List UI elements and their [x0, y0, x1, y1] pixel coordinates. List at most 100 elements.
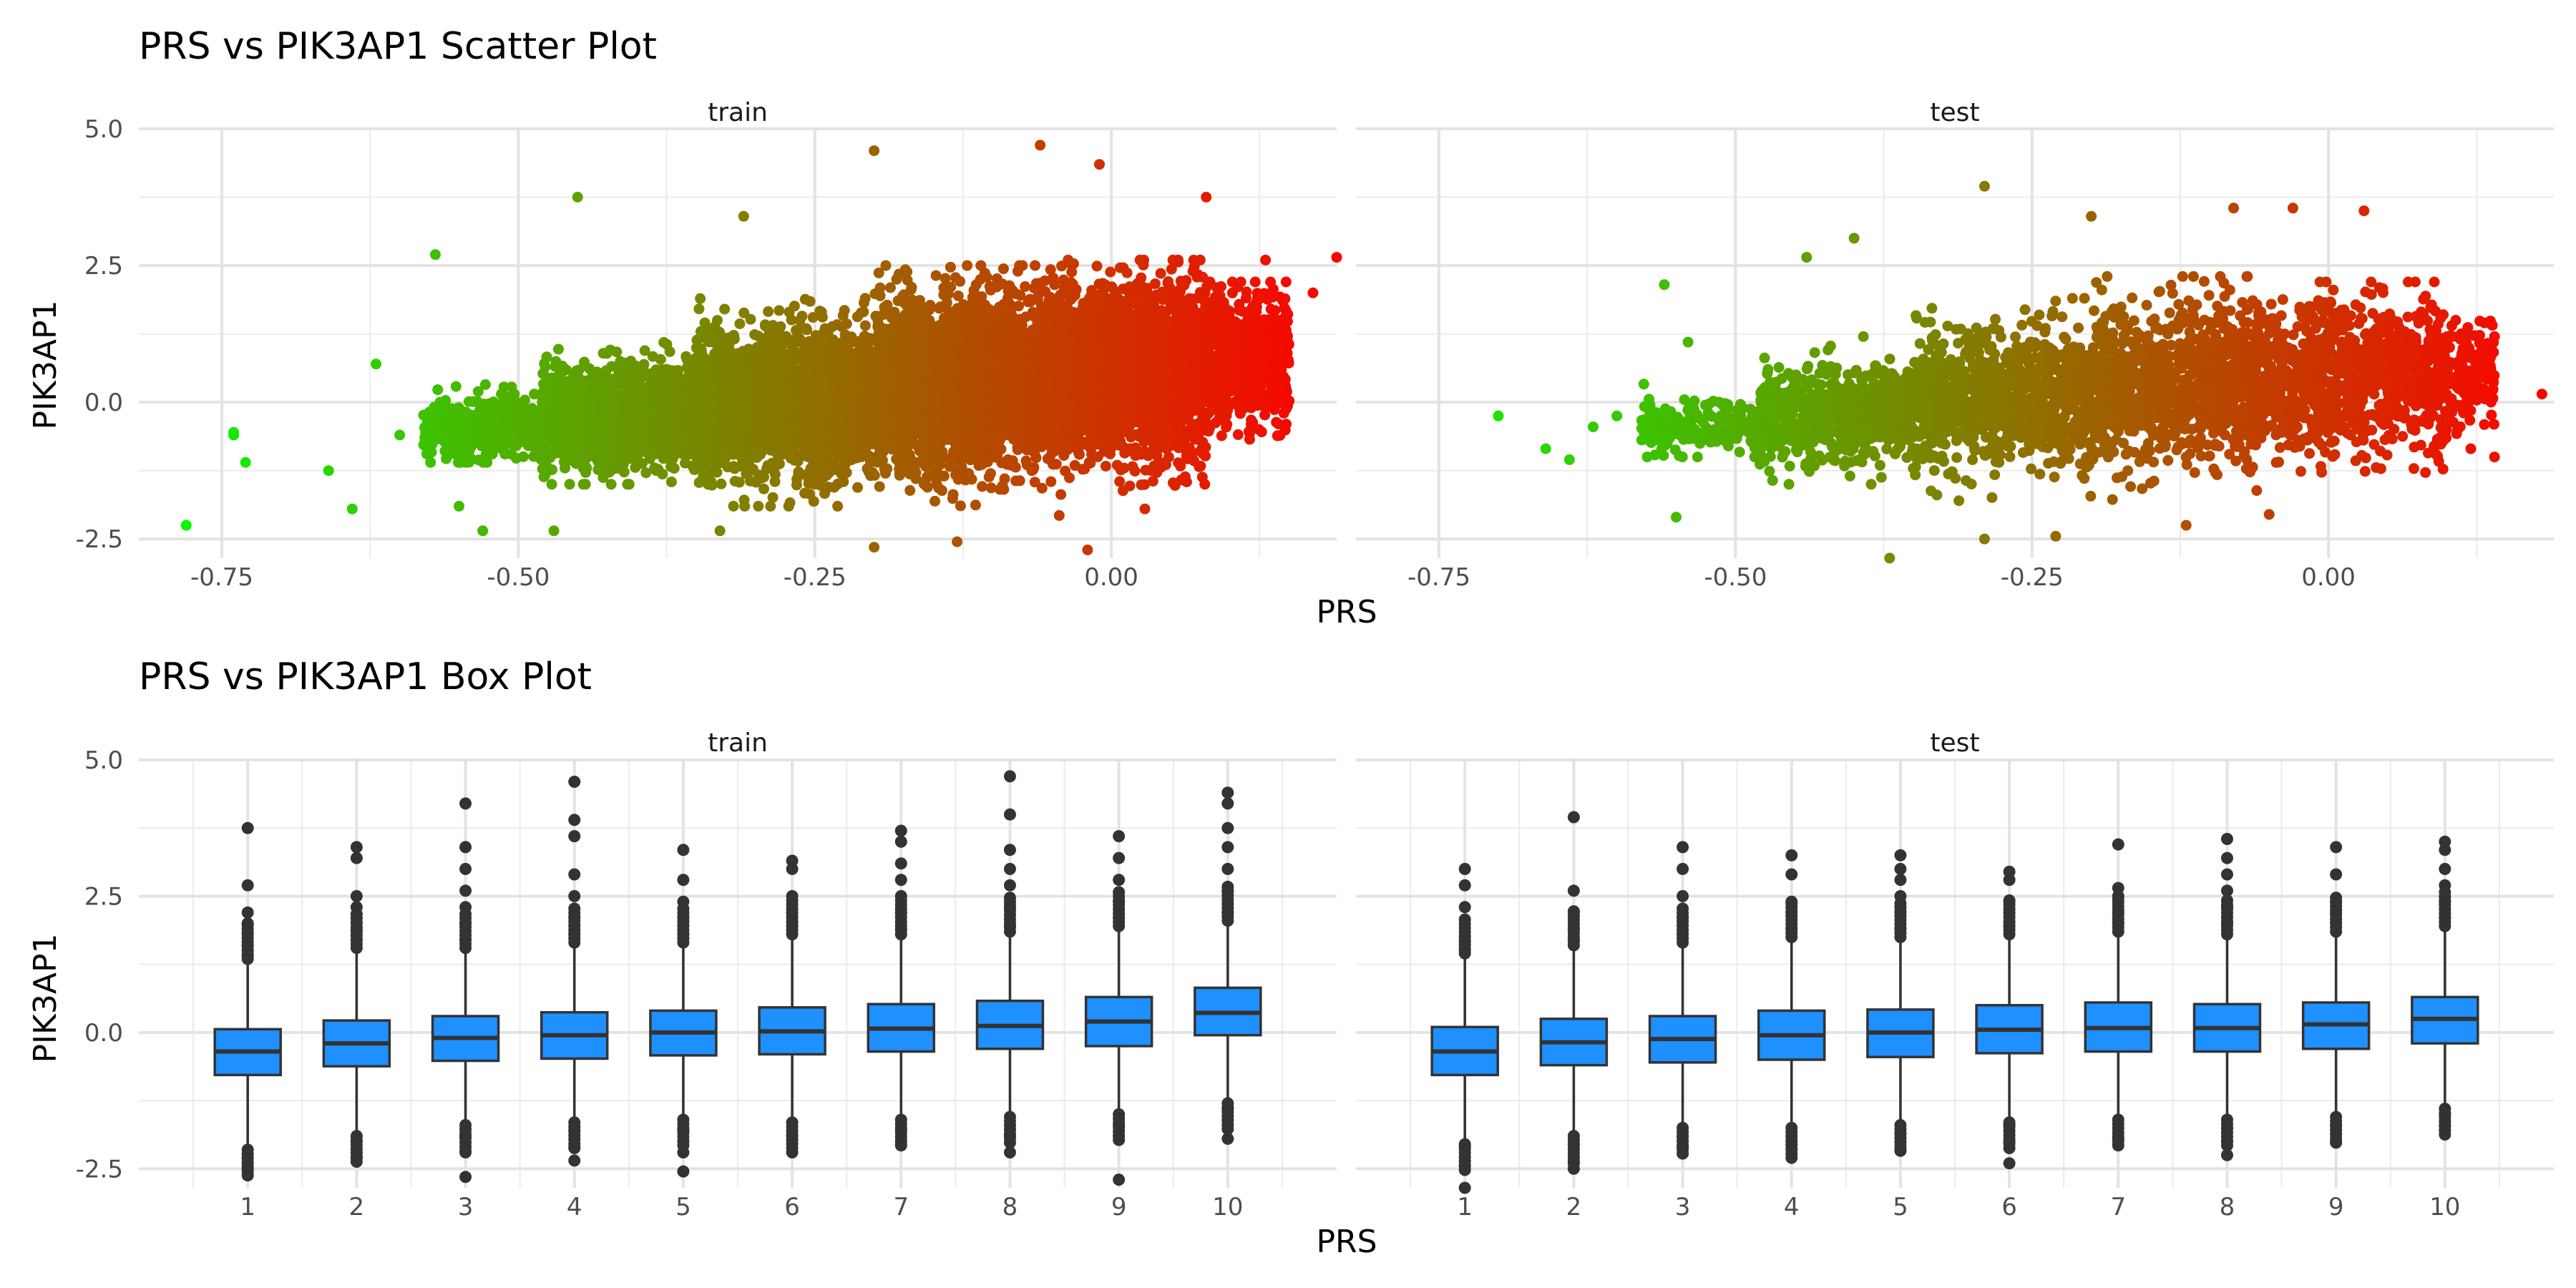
scatter-point: [753, 500, 764, 512]
scatter-point: [706, 360, 717, 371]
scatter-point: [767, 492, 779, 503]
scatter-point: [852, 311, 863, 323]
scatter-point: [624, 436, 635, 448]
scatter-point: [844, 431, 856, 443]
scatter-point: [719, 303, 731, 315]
scatter-point: [479, 407, 491, 419]
scatter-point: [453, 434, 464, 445]
scatter-point: [603, 386, 615, 397]
scatter-point: [930, 495, 940, 507]
scatter-point: [736, 381, 747, 391]
scatter-point: [849, 361, 861, 373]
scatter-point: [606, 421, 617, 433]
scatter-point: [801, 451, 812, 462]
scatter-point: [825, 441, 836, 453]
scatter-point: [704, 451, 716, 462]
scatter-point: [785, 390, 796, 401]
scatter-point: [826, 321, 838, 332]
scatter-strip-train: train: [708, 98, 768, 127]
scatter-point: [439, 445, 451, 457]
scatter-point: [652, 399, 663, 411]
scatter-point: [970, 499, 981, 511]
scatter-point: [623, 479, 635, 490]
scatter-point: [615, 419, 627, 431]
scatter-point: [633, 394, 645, 405]
scatter-point: [801, 376, 813, 388]
scatter-point: [834, 416, 845, 427]
scatter-point: [859, 293, 871, 304]
scatter-point: [509, 431, 520, 442]
scatter-point: [566, 404, 577, 415]
scatter-point: [753, 364, 764, 375]
scatter-point: [786, 314, 797, 326]
scatter-point: [765, 398, 776, 409]
scatter-point: [695, 293, 706, 304]
scatter-point: [816, 306, 827, 318]
scatter-point: [502, 408, 513, 419]
scatter-point: [517, 429, 529, 440]
scatter-point: [766, 363, 777, 374]
scatter-point: [560, 462, 570, 474]
scatter-point: [592, 454, 604, 465]
scatter-point: [728, 449, 739, 460]
scatter-point: [547, 464, 557, 475]
scatter-point: [791, 479, 802, 491]
scatter-point: [839, 353, 851, 365]
scatter-point: [706, 391, 717, 402]
scatter-points-train: [180, 140, 1342, 555]
scatter-point: [552, 414, 564, 426]
scatter-point: [634, 435, 645, 447]
scatter-point: [472, 386, 484, 397]
scatter-point: [859, 320, 871, 331]
scatter-point: [694, 353, 706, 365]
scatter-point: [628, 421, 639, 433]
scatter-point: [774, 305, 785, 316]
scatter-point: [648, 388, 659, 399]
scatter-point: [552, 343, 564, 355]
scatter-point: [514, 416, 525, 428]
scatter-point: [460, 457, 472, 468]
scatter-point: [821, 403, 832, 414]
scatter-point: [728, 500, 739, 512]
scatter-point: [608, 432, 619, 444]
scatter-point: [849, 375, 860, 386]
scatter-point: [821, 389, 833, 400]
scatter-point: [761, 384, 773, 395]
scatter-point: [519, 394, 530, 406]
scatter-point: [709, 321, 721, 332]
scatter-point: [680, 457, 691, 469]
scatter-point: [433, 423, 444, 434]
scatter-panel-train: train -0.75 -0.50 -0.25 0.00: [139, 98, 1342, 592]
scatter-point: [463, 396, 474, 407]
scatter-point: [857, 416, 869, 427]
scatter-point: [585, 400, 597, 411]
scatter-point: [763, 306, 774, 317]
scatter-point: [597, 472, 609, 483]
scatter-point: [789, 336, 801, 347]
scatter-point: [819, 334, 830, 346]
scatter-point: [755, 436, 766, 448]
scatter-point: [658, 337, 670, 348]
scatter-point: [557, 377, 568, 389]
scatter-point: [638, 367, 649, 379]
scatter-point: [716, 478, 727, 489]
scatter-point: [597, 369, 608, 380]
scatter-point: [619, 357, 630, 369]
scatter-point: [703, 439, 714, 451]
scatter-point: [812, 424, 823, 436]
scatter-point: [775, 440, 786, 452]
scatter-point: [481, 443, 492, 454]
scatter-point: [783, 500, 794, 512]
scatter-point: [799, 293, 811, 305]
scatter-point: [476, 434, 487, 446]
scatter-point: [547, 374, 558, 385]
scatter-point: [575, 442, 587, 454]
scatter-point: [639, 345, 650, 356]
scatter-point: [664, 393, 675, 404]
scatter-point: [423, 407, 434, 419]
scatter-point: [804, 336, 815, 347]
scatter-point: [713, 433, 724, 444]
scatter-point: [497, 444, 508, 455]
scatter-point: [649, 462, 660, 474]
scatter-point: [488, 396, 499, 408]
